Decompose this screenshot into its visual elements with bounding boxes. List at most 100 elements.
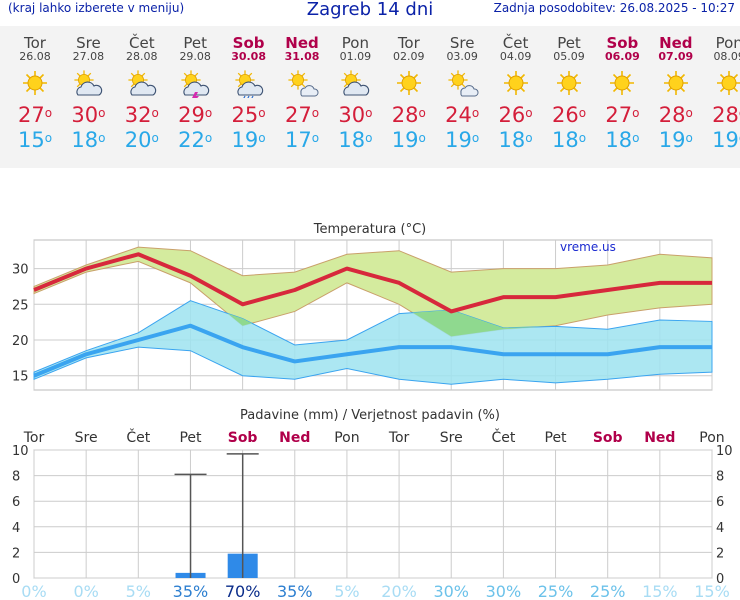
day-date: 03.09 <box>446 50 478 63</box>
day-column: Sre 03.09 24o 19o <box>436 26 488 153</box>
y-tick-label: 15 <box>12 370 29 385</box>
precip-probability: 15% <box>642 582 678 600</box>
day-date: 04.09 <box>499 50 532 63</box>
y-tick-label: 10 <box>12 444 29 459</box>
x-tick-label: Pon <box>699 430 724 446</box>
sun-small-cloud-icon <box>276 63 328 103</box>
precip-probability: 15% <box>694 582 730 600</box>
day-date: 01.09 <box>339 50 372 63</box>
min-temp-band <box>33 300 713 385</box>
x-tick-label: Tor <box>23 430 45 446</box>
x-tick-label: Tor <box>388 430 410 446</box>
sun-icon <box>596 63 648 103</box>
day-column: Sob 30.08 25o 19o <box>223 26 275 153</box>
day-date: 29.08 <box>179 50 211 63</box>
min-temp: 20o <box>124 128 159 152</box>
max-temp: 28o <box>658 103 693 127</box>
precip-probability: 35% <box>173 582 209 600</box>
precip-probability: 0% <box>21 582 46 600</box>
min-temp: 18o <box>605 128 640 152</box>
min-temp: 18o <box>338 128 373 152</box>
x-tick-label: Pon <box>334 430 359 446</box>
precip-probability: 30% <box>486 582 522 600</box>
y-tick-label: 25 <box>12 298 29 313</box>
sun-icon <box>383 63 435 103</box>
sun-cloud-storm-icon <box>169 63 221 103</box>
day-date: 31.08 <box>284 50 320 63</box>
day-column: Pet 29.08 29o 22o <box>169 26 221 153</box>
x-tick-label: Pet <box>179 430 202 446</box>
day-name: Pet <box>183 34 207 52</box>
x-tick-label: Čet <box>491 428 515 446</box>
day-date: 26.08 <box>19 50 51 63</box>
sun-cloud-icon <box>329 63 381 103</box>
max-temp: 28o <box>391 103 426 127</box>
min-temp: 18o <box>551 128 587 152</box>
min-temp-line <box>33 323 712 378</box>
precip-probability: 5% <box>126 582 151 600</box>
day-name: Sre <box>449 34 475 52</box>
sun-icon <box>543 63 595 103</box>
day-date: 30.08 <box>231 50 266 63</box>
last-update: Zadnja posodobitev: 26.08.2025 - 10:27 <box>493 1 735 15</box>
day-name: Sob <box>606 34 639 52</box>
max-temp-band <box>33 246 713 337</box>
day-name: Čet <box>502 34 529 52</box>
day-name: Pet <box>557 34 581 52</box>
x-tick-label: Sob <box>593 430 623 446</box>
precip-probability: 35% <box>277 582 313 600</box>
day-column: Pon 08.09 28o 19o <box>703 26 740 153</box>
day-column: Ned 31.08 27o 17o <box>276 26 328 153</box>
day-name: Ned <box>659 34 693 52</box>
precip-chart-title: Padavine (mm) / Verjetnost padavin (%) <box>240 408 500 423</box>
x-tick-label: Sre <box>440 430 463 446</box>
x-tick-label: Sob <box>228 430 258 446</box>
day-date: 07.09 <box>658 50 694 63</box>
max-temp: 27o <box>284 103 320 127</box>
precip-probability: 5% <box>334 582 359 600</box>
header-note[interactable]: (kraj lahko izberete v meniju) <box>8 1 185 15</box>
precip-plot-area <box>33 449 713 579</box>
min-temp: 18o <box>71 128 106 152</box>
day-column: Sob 06.09 27o 18o <box>596 26 648 153</box>
watermark: vreme.us <box>560 240 616 254</box>
sun-icon <box>490 63 542 103</box>
y-tick-label-right: 6 <box>716 495 724 510</box>
max-temp: 32o <box>124 103 159 127</box>
y-tick-label-right: 0 <box>716 572 724 587</box>
min-temp: 19o <box>231 128 266 152</box>
day-column: Ned 07.09 28o 19o <box>650 26 702 153</box>
max-temp: 26o <box>498 103 533 127</box>
day-column: Čet 04.09 26o 18o <box>490 26 542 153</box>
y-tick-label: 30 <box>12 263 29 278</box>
day-date: 02.09 <box>393 50 425 63</box>
x-tick-label: Pet <box>545 430 568 446</box>
sun-cloud-icon <box>62 63 114 103</box>
y-tick-label: 20 <box>12 334 29 349</box>
min-temp: 19o <box>658 128 693 152</box>
forecast-strip: Tor 26.08 27o 15o Sre 27.08 30o 18o Čet … <box>0 26 740 168</box>
max-temp: 24o <box>445 103 480 127</box>
max-temp: 25o <box>231 103 266 127</box>
sun-cloud-rain-icon <box>223 63 275 103</box>
min-temp: 22o <box>178 128 213 152</box>
y-tick-label: 8 <box>12 470 20 485</box>
precip-probability: 70% <box>225 582 261 600</box>
day-column: Čet 28.08 32o 20o <box>116 26 168 153</box>
day-name: Tor <box>24 34 46 52</box>
precip-probability: 20% <box>381 582 417 600</box>
y-tick-label: 0 <box>12 572 20 587</box>
day-date: 06.09 <box>604 50 640 63</box>
x-tick-label: Ned <box>279 430 310 446</box>
x-tick-label: Ned <box>644 430 675 446</box>
x-tick-label: Čet <box>126 428 150 446</box>
day-column: Tor 26.08 27o 15o <box>9 26 61 153</box>
day-date: 08.09 <box>713 50 740 63</box>
day-name: Pon <box>341 34 369 52</box>
max-temp: 27o <box>605 103 640 127</box>
day-name: Čet <box>129 34 155 52</box>
y-tick-label: 4 <box>12 521 20 536</box>
y-tick-label: 6 <box>12 495 20 510</box>
day-name: Pon <box>715 34 740 52</box>
sun-cloud-icon <box>116 63 168 103</box>
